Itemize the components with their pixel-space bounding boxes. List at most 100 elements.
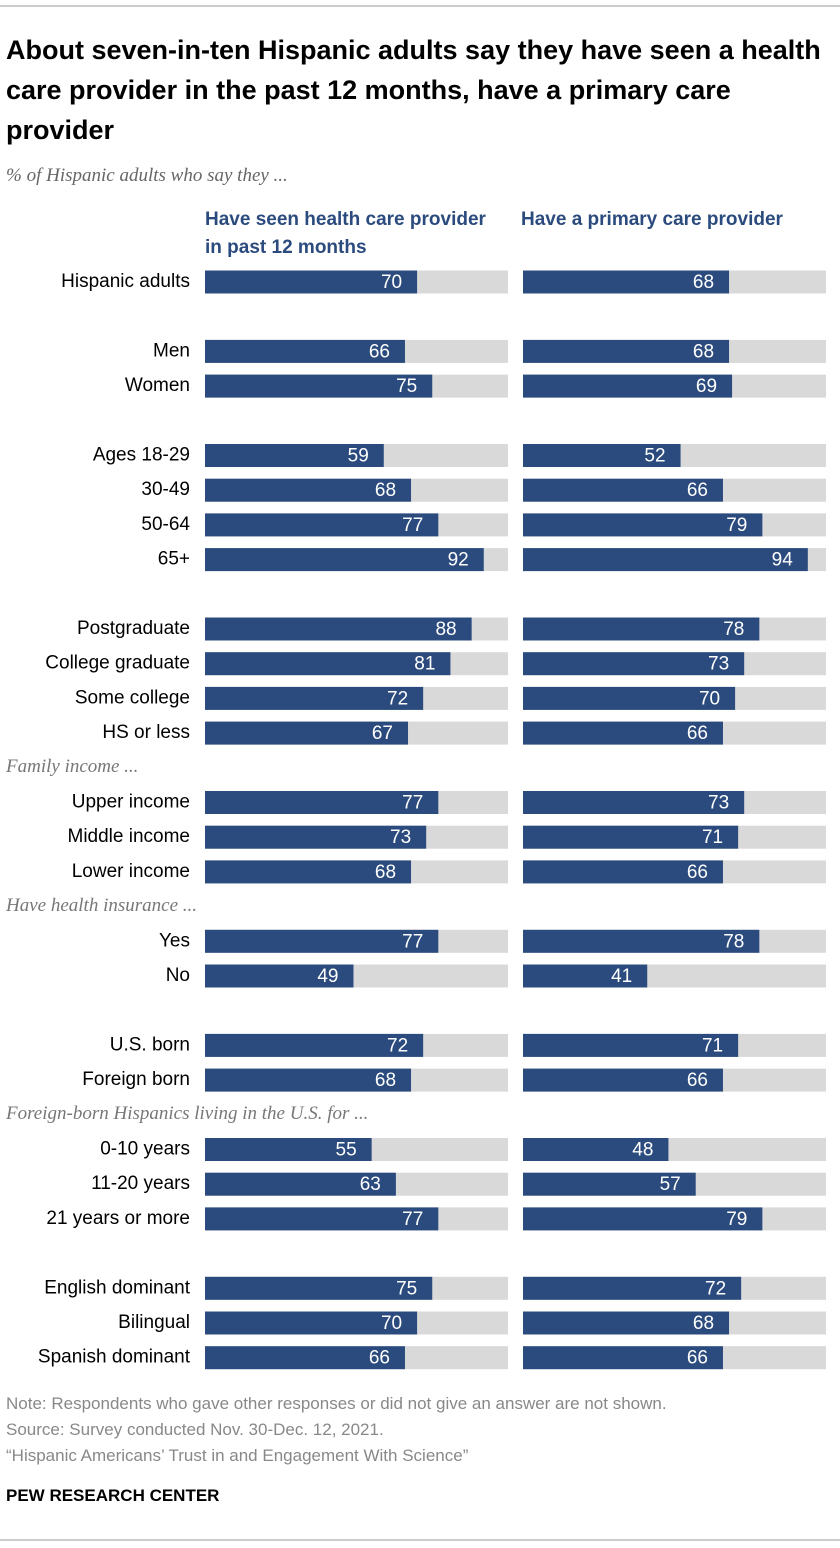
bar [205,791,439,814]
category-label: Upper income [72,792,190,813]
bar [523,1346,723,1370]
bar [205,339,405,363]
bar [205,1172,396,1196]
bar [205,652,451,676]
value-label: 66 [369,341,390,362]
footer: PEW RESEARCH CENTER [6,1486,220,1505]
bar [205,1311,418,1335]
value-label: 63 [360,1174,381,1195]
bar [205,1346,405,1370]
bar [523,791,745,814]
value-label: 55 [336,1140,357,1161]
bar [523,929,760,953]
bar [523,964,648,988]
category-label: U.S. born [110,1034,190,1055]
source: Source: Survey conducted Nov. 30-Dec. 12… [6,1420,384,1439]
value-label: 78 [723,931,744,952]
value-label: 68 [375,862,396,883]
bar [205,478,412,502]
value-label: 68 [693,272,714,293]
note: Note: Respondents who gave other respons… [6,1394,667,1413]
value-label: 70 [381,1313,402,1334]
category-label: No [166,965,190,986]
category-label: Bilingual [118,1312,190,1333]
bar [523,1138,669,1161]
bar [523,1068,723,1092]
bar [523,617,760,641]
report: “Hispanic Americans’ Trust in and Engage… [6,1446,469,1465]
value-label: 81 [414,654,435,675]
category-label: HS or less [102,722,190,743]
value-label: 52 [644,446,665,467]
bar [205,270,418,294]
value-label: 73 [708,654,729,675]
bar [205,374,433,398]
value-label: 77 [402,515,423,536]
bar [523,721,723,745]
category-label: Men [153,340,190,361]
bar [523,513,763,537]
value-label: 79 [726,515,747,536]
bar [523,270,730,294]
value-label: 70 [381,272,402,293]
value-label: 66 [687,1348,708,1369]
bar [205,513,439,537]
value-label: 68 [375,480,396,501]
category-label: 11-20 years [91,1173,190,1194]
bar [205,1138,372,1161]
category-label: Lower income [72,861,190,882]
value-label: 92 [448,550,469,571]
category-label: Hispanic adults [61,271,190,292]
bar [523,374,733,398]
series-header: Have seen health care provider in past 1… [205,209,486,258]
value-label: 71 [702,827,723,848]
category-label: English dominant [44,1277,190,1298]
value-label: 79 [726,1209,747,1230]
value-label: 77 [402,1209,423,1230]
bar [205,964,354,988]
value-label: 77 [402,793,423,814]
category-label: Women [125,375,190,396]
value-label: 66 [687,480,708,501]
bar [205,860,412,884]
value-label: 75 [396,1278,417,1299]
bar [523,1033,739,1057]
bar [523,1207,763,1231]
bar [205,1068,412,1092]
value-label: 72 [387,1035,408,1056]
category-label: Foreign born [82,1069,190,1090]
category-label: Spanish dominant [38,1347,191,1368]
group-label: Family income ... [5,756,138,777]
bar [523,478,723,502]
bar [205,825,427,849]
category-label: Postgraduate [77,618,190,639]
bar [523,1311,730,1335]
bar [523,1276,742,1300]
value-label: 69 [696,376,717,397]
bar [205,1207,439,1231]
value-label: 68 [693,1313,714,1334]
value-label: 78 [723,619,744,640]
bar [205,721,409,745]
value-label: 71 [702,1035,723,1056]
series-header: Have a primary care provider [521,209,783,230]
bar [523,1172,696,1196]
bar [205,548,484,572]
value-label: 66 [369,1348,390,1369]
value-label: 72 [705,1278,726,1299]
category-label: 0-10 years [100,1139,190,1160]
bar [523,339,730,363]
bar [205,444,384,467]
group-label: Foreign-born Hispanics living in the U.S… [5,1103,368,1124]
bar [523,444,681,467]
value-label: 88 [435,619,456,640]
group-label: Have health insurance ... [5,895,197,916]
category-label: Ages 18-29 [93,445,190,466]
value-label: 94 [772,550,794,571]
bar [205,1033,424,1057]
value-label: 70 [699,688,720,709]
bar [523,652,745,676]
value-label: 48 [632,1140,653,1161]
